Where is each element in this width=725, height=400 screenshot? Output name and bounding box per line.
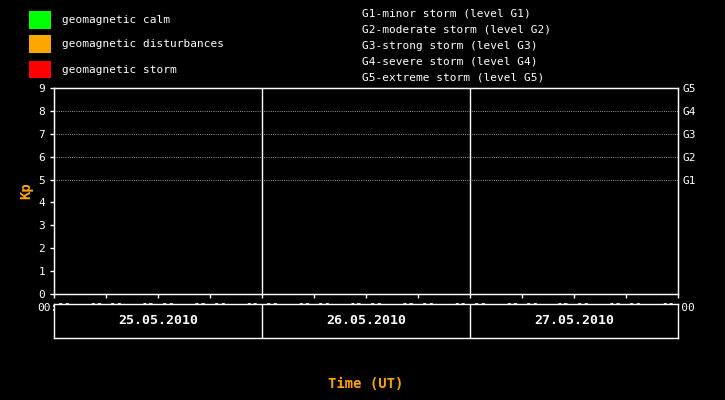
Text: geomagnetic disturbances: geomagnetic disturbances <box>62 39 223 49</box>
Text: G4-severe storm (level G4): G4-severe storm (level G4) <box>362 57 538 67</box>
FancyBboxPatch shape <box>29 61 51 78</box>
Text: geomagnetic calm: geomagnetic calm <box>62 15 170 25</box>
Text: geomagnetic storm: geomagnetic storm <box>62 65 176 74</box>
Text: G2-moderate storm (level G2): G2-moderate storm (level G2) <box>362 25 552 35</box>
Text: G3-strong storm (level G3): G3-strong storm (level G3) <box>362 41 538 51</box>
FancyBboxPatch shape <box>29 35 51 53</box>
FancyBboxPatch shape <box>29 11 51 29</box>
Text: 26.05.2010: 26.05.2010 <box>326 314 406 328</box>
Text: G5-extreme storm (level G5): G5-extreme storm (level G5) <box>362 73 544 83</box>
Text: 25.05.2010: 25.05.2010 <box>118 314 199 328</box>
Text: G1-minor storm (level G1): G1-minor storm (level G1) <box>362 9 531 18</box>
Text: Time (UT): Time (UT) <box>328 377 404 391</box>
Text: 27.05.2010: 27.05.2010 <box>534 314 614 328</box>
Y-axis label: Kp: Kp <box>19 183 33 199</box>
